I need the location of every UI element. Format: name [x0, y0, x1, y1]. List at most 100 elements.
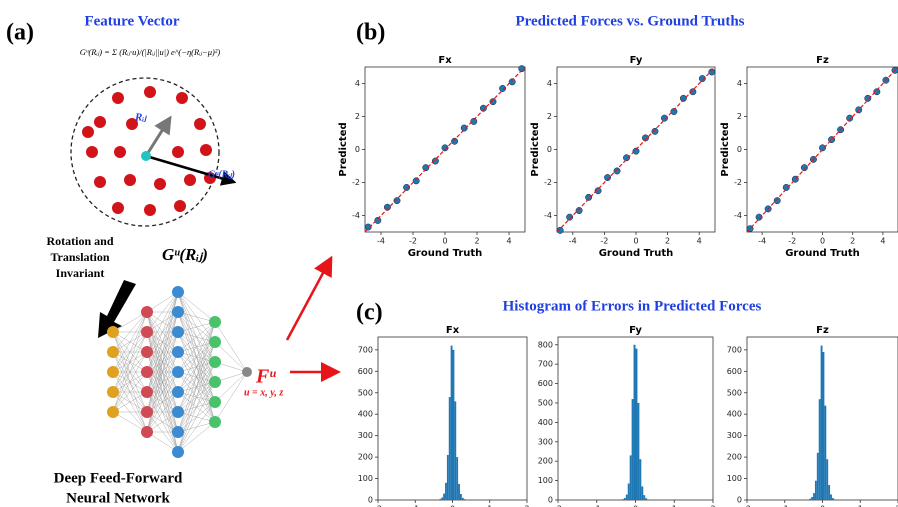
- bar: [448, 397, 451, 500]
- point: [698, 75, 706, 83]
- bar: [456, 457, 459, 500]
- y-tick-label: 500: [358, 388, 373, 397]
- chart: Fz -2 -1 0 1 2 0 100 200 300 400 500 600 700: [727, 325, 898, 507]
- feature-arrow: [145, 154, 237, 186]
- y-tick-label: -4: [734, 211, 742, 220]
- x-tick-label: -4: [569, 237, 577, 246]
- x-axis-label: Ground Truth: [785, 248, 860, 259]
- point: [499, 85, 507, 92]
- panel-title: Feature Vector: [84, 13, 179, 29]
- y-tick-label: 2: [355, 112, 360, 121]
- atom: [112, 202, 124, 214]
- atom: [174, 200, 186, 212]
- y-tick-label: 4: [547, 79, 552, 88]
- panel-a: (a) Feature Vector Gᵘ(Rᵢⱼ) = Σ (Rᵢⱼ·u)/(…: [6, 13, 341, 506]
- x-tick-label: 4: [697, 237, 702, 246]
- invariance-text: Translation: [50, 250, 109, 264]
- bar: [621, 499, 624, 500]
- panel-label: (c): [356, 300, 383, 326]
- neuron: [172, 366, 184, 378]
- bar: [439, 498, 442, 500]
- y-tick-label: 0: [737, 145, 742, 154]
- atom: [124, 174, 136, 186]
- atom: [154, 178, 166, 190]
- x-tick-label: -2: [788, 237, 796, 246]
- neuron: [242, 367, 252, 377]
- connection: [177, 361, 216, 453]
- connection: [146, 291, 179, 313]
- x-tick-label: 4: [506, 237, 511, 246]
- point: [689, 88, 697, 96]
- panel-title: Histogram of Errors in Predicted Forces: [503, 298, 762, 314]
- y-tick-label: 0: [548, 496, 553, 505]
- y-tick-label: 400: [727, 410, 742, 419]
- cutoff-circle: [70, 77, 220, 227]
- x-tick-label: 0: [633, 505, 638, 507]
- point: [566, 213, 574, 221]
- x-tick-label: -2: [374, 505, 382, 507]
- chart: Fy -2 -1 0 1 2 0 100 200 300 400 500 600 700 800: [538, 325, 716, 507]
- y-tick-label: 500: [538, 398, 553, 407]
- y-tick-label: 700: [358, 345, 373, 354]
- y-tick-label: 400: [538, 418, 553, 427]
- neuron: [209, 416, 221, 428]
- x-tick-label: 2: [895, 505, 898, 507]
- neuron: [172, 386, 184, 398]
- point: [412, 177, 420, 185]
- bar: [814, 480, 817, 500]
- y-tick-label: 4: [737, 79, 742, 88]
- point: [800, 164, 808, 172]
- x-tick-label: 4: [880, 237, 885, 246]
- center-atom: [141, 151, 151, 161]
- chart: Fx -2 -1 0 1 2 0 100 200 300 400 500 600 700: [358, 325, 530, 507]
- connection: [177, 321, 216, 393]
- neuron: [141, 346, 153, 358]
- point: [374, 217, 382, 224]
- neuron: [172, 346, 184, 358]
- neuron: [141, 366, 153, 378]
- atoms: [82, 86, 216, 216]
- neuron: [209, 336, 221, 348]
- connection: [177, 341, 216, 453]
- x-tick-label: -2: [554, 505, 562, 507]
- y-tick-label: 700: [727, 345, 742, 354]
- point: [773, 197, 781, 205]
- y-tick-label: 2: [547, 112, 552, 121]
- connection: [177, 381, 216, 453]
- invariance-text: Rotation and: [46, 234, 113, 248]
- neuron: [141, 406, 153, 418]
- connection: [112, 391, 148, 413]
- atom: [176, 92, 188, 104]
- connection: [146, 291, 179, 333]
- atom: [172, 146, 184, 158]
- bar: [445, 482, 447, 500]
- connection: [177, 321, 216, 353]
- point: [441, 144, 449, 152]
- bar: [828, 484, 831, 500]
- y-tick-label: 700: [538, 360, 553, 369]
- neuron: [141, 426, 153, 438]
- neuron: [107, 346, 119, 358]
- y-tick-label: 600: [358, 367, 373, 376]
- bar: [639, 459, 642, 500]
- point: [594, 187, 602, 195]
- x-tick-label: 1: [672, 505, 677, 507]
- point: [623, 154, 630, 162]
- bar: [459, 493, 462, 500]
- point: [575, 207, 583, 215]
- connection: [146, 291, 179, 433]
- panel-label: (a): [6, 20, 34, 46]
- neuron: [172, 306, 184, 318]
- point: [585, 193, 593, 201]
- bar: [458, 483, 460, 500]
- chart-title: Fz: [816, 55, 829, 66]
- x-tick-label: -1: [781, 505, 789, 507]
- x-axis-label: Ground Truth: [408, 248, 483, 259]
- connection: [214, 371, 248, 403]
- point: [755, 213, 763, 221]
- point: [873, 88, 881, 96]
- connection: [112, 411, 148, 433]
- neuron: [107, 386, 119, 398]
- neuron: [172, 446, 184, 458]
- connection: [214, 371, 248, 423]
